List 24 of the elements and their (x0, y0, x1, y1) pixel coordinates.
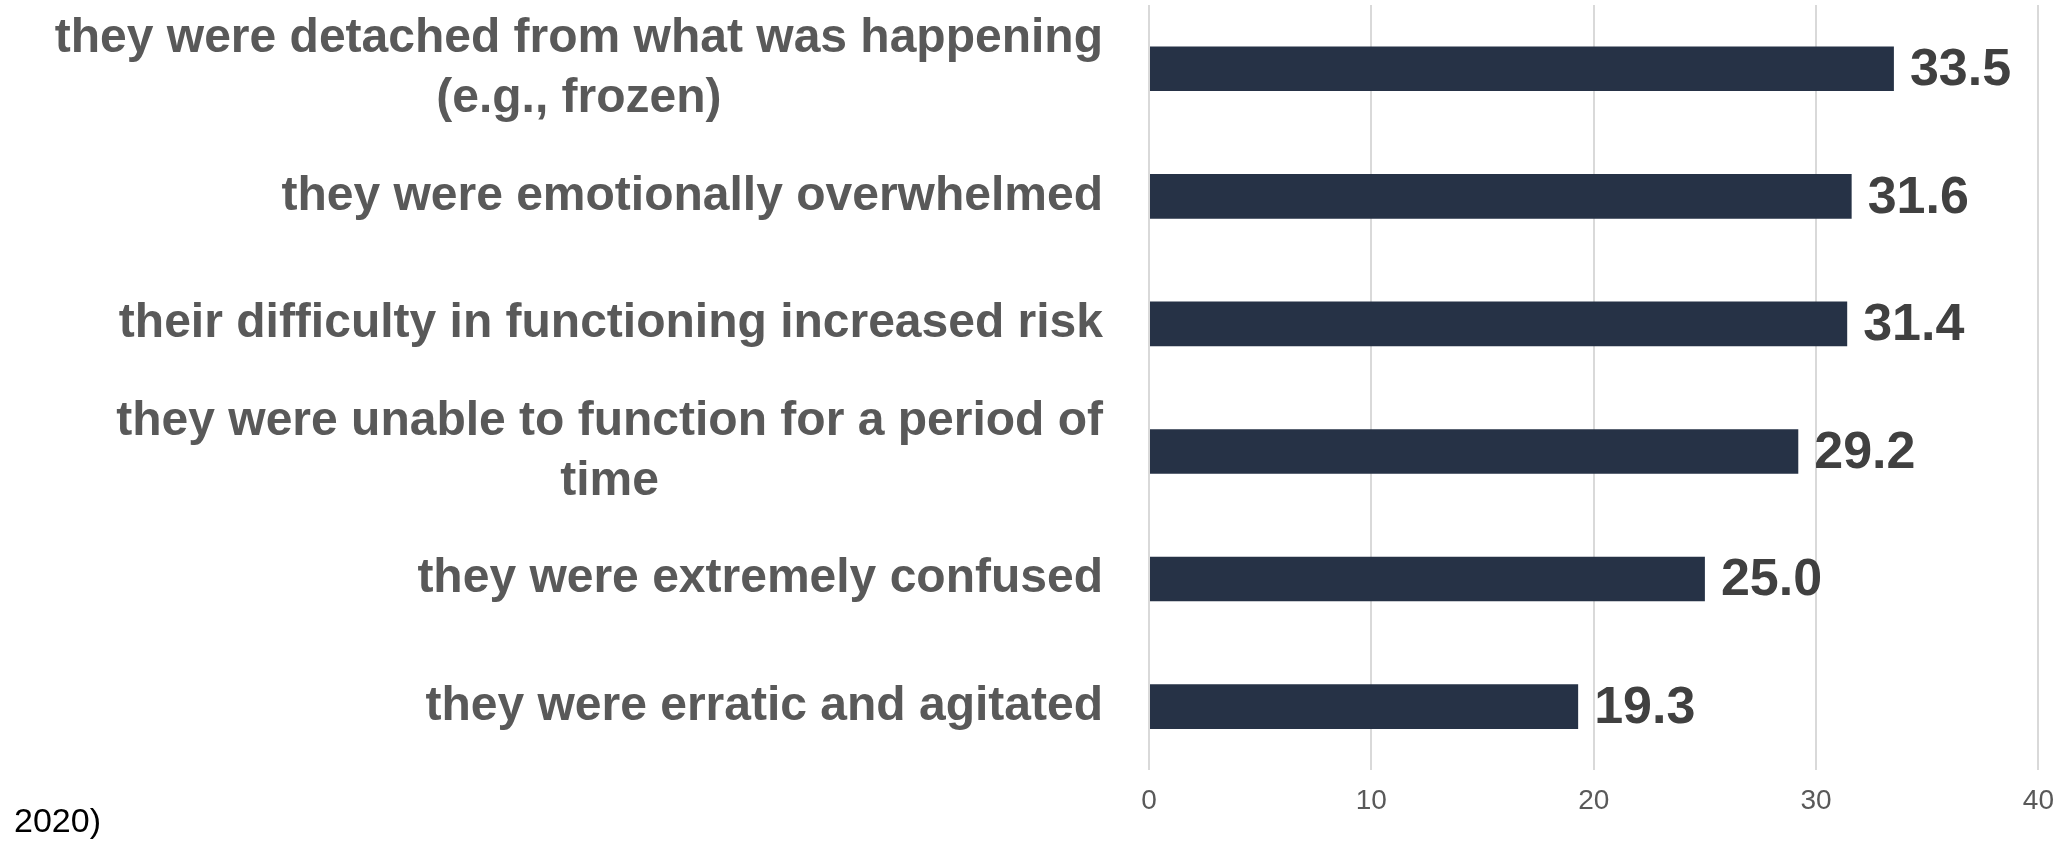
y-tick-label: their difficulty in functioning increased risk (118, 294, 1104, 348)
bar (1150, 301, 1848, 347)
x-tick-label: 10 (1355, 783, 1387, 815)
x-tick-label: 40 (2022, 783, 2055, 815)
x-tick-label: 20 (1578, 783, 1610, 815)
y-tick-label: they were extremely confused (417, 549, 1103, 603)
text: 2020) (14, 801, 101, 840)
data-label: 25.0 (1720, 548, 1823, 607)
data-label: 33.5 (1909, 38, 2012, 97)
x-tick-label: 0 (1141, 783, 1157, 815)
bar (1150, 46, 1894, 92)
y-tick-label: they were detached from what was happening (e.g., frozen) (54, 9, 1103, 123)
bar (1150, 556, 1705, 602)
bar (1150, 429, 1799, 474)
data-label: 31.4 (1863, 293, 1965, 352)
bar (1150, 174, 1852, 219)
x-tick-label: 30 (1800, 783, 1832, 815)
data-label: 29.2 (1814, 420, 1916, 479)
data-label: 19.3 (1594, 675, 1696, 734)
data-label: 31.6 (1867, 165, 1969, 224)
y-tick-label: they were erratic and agitated (425, 676, 1103, 730)
y-tick-label: they were unable to function for a period of time (116, 391, 1105, 505)
bar (1150, 684, 1579, 729)
y-tick-label: they were emotionally overwhelmed (281, 166, 1103, 220)
